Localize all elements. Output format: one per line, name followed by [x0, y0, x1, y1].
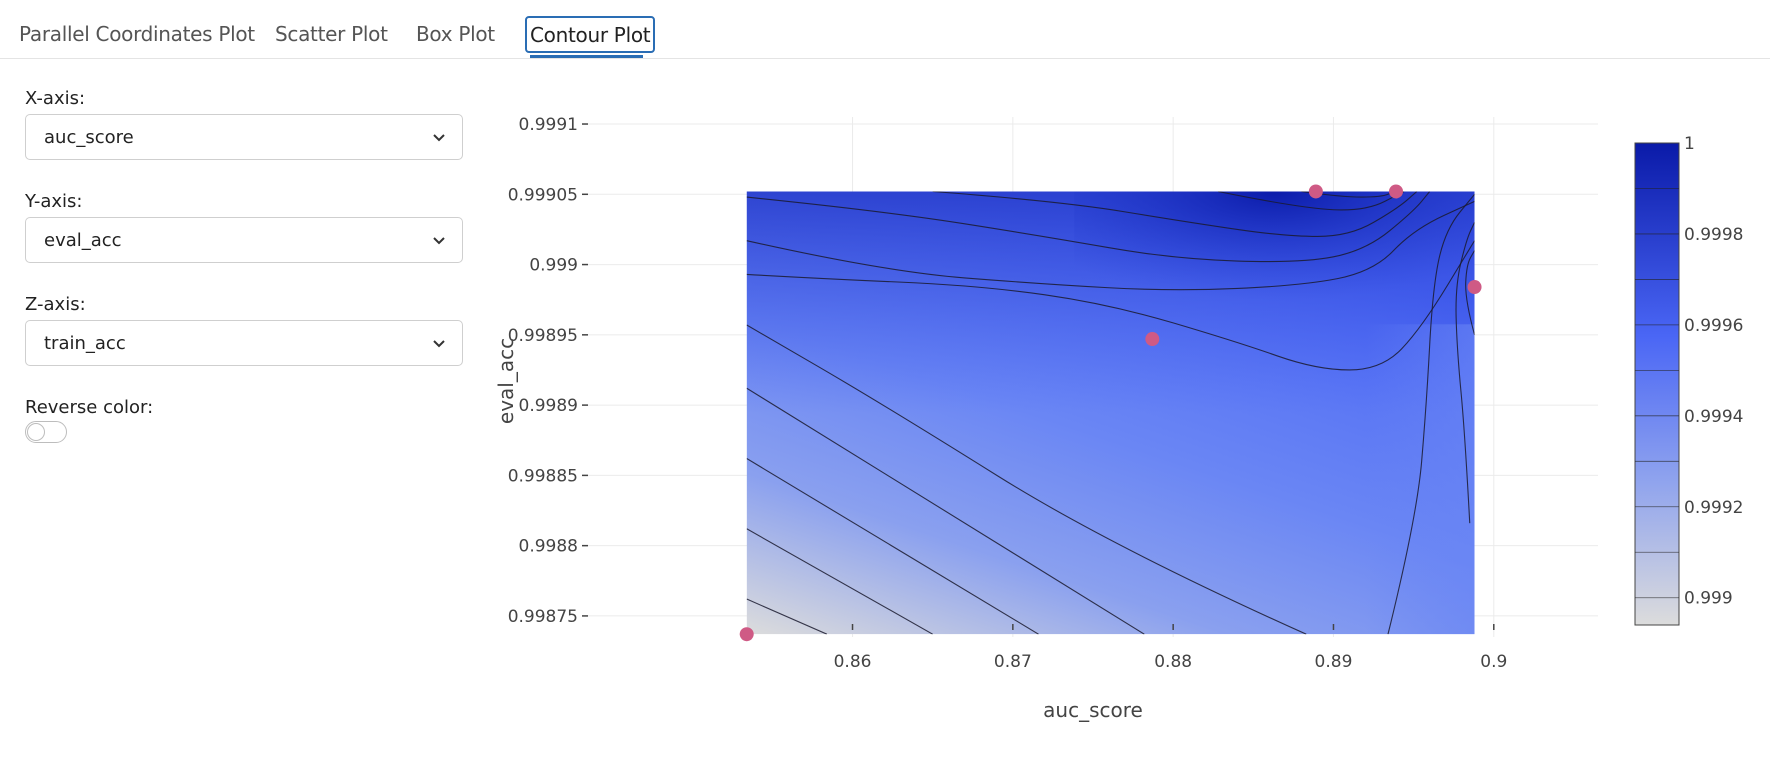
y-axis-select[interactable]: eval_acc: [25, 217, 463, 263]
tab-bar: Parallel Coordinates Plot Scatter Plot B…: [0, 0, 1770, 59]
colorbar-gradient: [1634, 142, 1680, 626]
toggle-knob: [27, 423, 45, 441]
data-points: [739, 184, 1482, 642]
contour-lines: [746, 191, 1475, 635]
z-axis-label: Z-axis:: [25, 294, 86, 315]
y-tick-label: 0.99905: [508, 185, 578, 205]
colorbar-tick-label: 0.9994: [1684, 407, 1743, 427]
contour-line: [1387, 193, 1475, 635]
contour-line: [1465, 250, 1475, 335]
colorbar-tick-label: 0.9992: [1684, 498, 1743, 518]
colorbar: 0.999 0.9992 0.9994 0.9996 0.9998 1: [1634, 134, 1743, 626]
contour-line: [746, 528, 933, 635]
contour-line: [1217, 191, 1405, 211]
z-axis-value: train_acc: [44, 333, 126, 354]
y-axis-ticks: 0.99875 0.9988 0.99885 0.9989 0.99895 0.999 0.…: [508, 115, 588, 627]
chevron-down-icon: [433, 340, 445, 348]
contour-line: [746, 598, 828, 635]
x-tick-label: 0.88: [1154, 652, 1192, 672]
data-point: [1467, 280, 1482, 295]
tab-parallel-coordinates[interactable]: Parallel Coordinates Plot: [19, 22, 255, 46]
y-tick-label: 0.99875: [508, 607, 578, 627]
colorbar-tick-label: 0.9996: [1684, 316, 1743, 336]
colorbar-tick-label: 0.9998: [1684, 225, 1743, 245]
contour-line: [1455, 222, 1475, 524]
y-tick-label: 0.9988: [519, 537, 578, 557]
data-point: [1308, 184, 1323, 199]
y-axis-label: Y-axis:: [25, 191, 83, 212]
x-axis-ticks: 0.86 0.87 0.88 0.89 0.9: [834, 624, 1507, 672]
contour-line: [746, 200, 1475, 291]
contour-line: [746, 387, 1145, 635]
contour-line: [746, 191, 1431, 263]
y-tick-label: 0.9991: [519, 115, 578, 135]
tab-contour-plot[interactable]: Contour Plot: [525, 16, 656, 53]
contour-field: [746, 191, 1475, 635]
chevron-down-icon: [433, 134, 445, 142]
reverse-color-label: Reverse color:: [25, 397, 154, 418]
data-point: [1389, 184, 1403, 199]
data-point: [739, 627, 754, 642]
tab-scatter-plot[interactable]: Scatter Plot: [275, 22, 388, 46]
x-tick-label: 0.9: [1480, 652, 1507, 672]
y-axis-title: eval_acc: [494, 338, 518, 424]
x-axis-select[interactable]: auc_score: [25, 114, 463, 160]
contour-line: [746, 240, 1475, 371]
x-tick-label: 0.87: [994, 652, 1032, 672]
x-tick-label: 0.86: [834, 652, 872, 672]
contour-peak-region: [1074, 191, 1475, 347]
x-axis-value: auc_score: [44, 127, 134, 148]
y-axis-value: eval_acc: [44, 230, 122, 251]
contour-line: [746, 324, 1307, 635]
colorbar-tick-label: 0.999: [1684, 589, 1733, 609]
x-tick-label: 0.89: [1315, 652, 1353, 672]
tab-box-plot[interactable]: Box Plot: [416, 22, 495, 46]
colorbar-tick-label: 1: [1684, 134, 1695, 154]
contour-line: [1301, 191, 1395, 198]
x-axis-title: auc_score: [1043, 698, 1143, 722]
y-tick-label: 0.99895: [508, 326, 578, 346]
active-tab-indicator: [530, 55, 643, 58]
chevron-down-icon: [433, 237, 445, 245]
contour-line: [932, 191, 1418, 238]
z-axis-select[interactable]: train_acc: [25, 320, 463, 366]
x-axis-label: X-axis:: [25, 88, 86, 109]
contour-line: [746, 458, 1039, 635]
y-tick-label: 0.9989: [519, 396, 578, 416]
data-point: [1145, 332, 1160, 347]
y-tick-label: 0.999: [529, 256, 578, 276]
reverse-color-toggle[interactable]: [25, 421, 67, 443]
y-tick-label: 0.99885: [508, 466, 578, 486]
